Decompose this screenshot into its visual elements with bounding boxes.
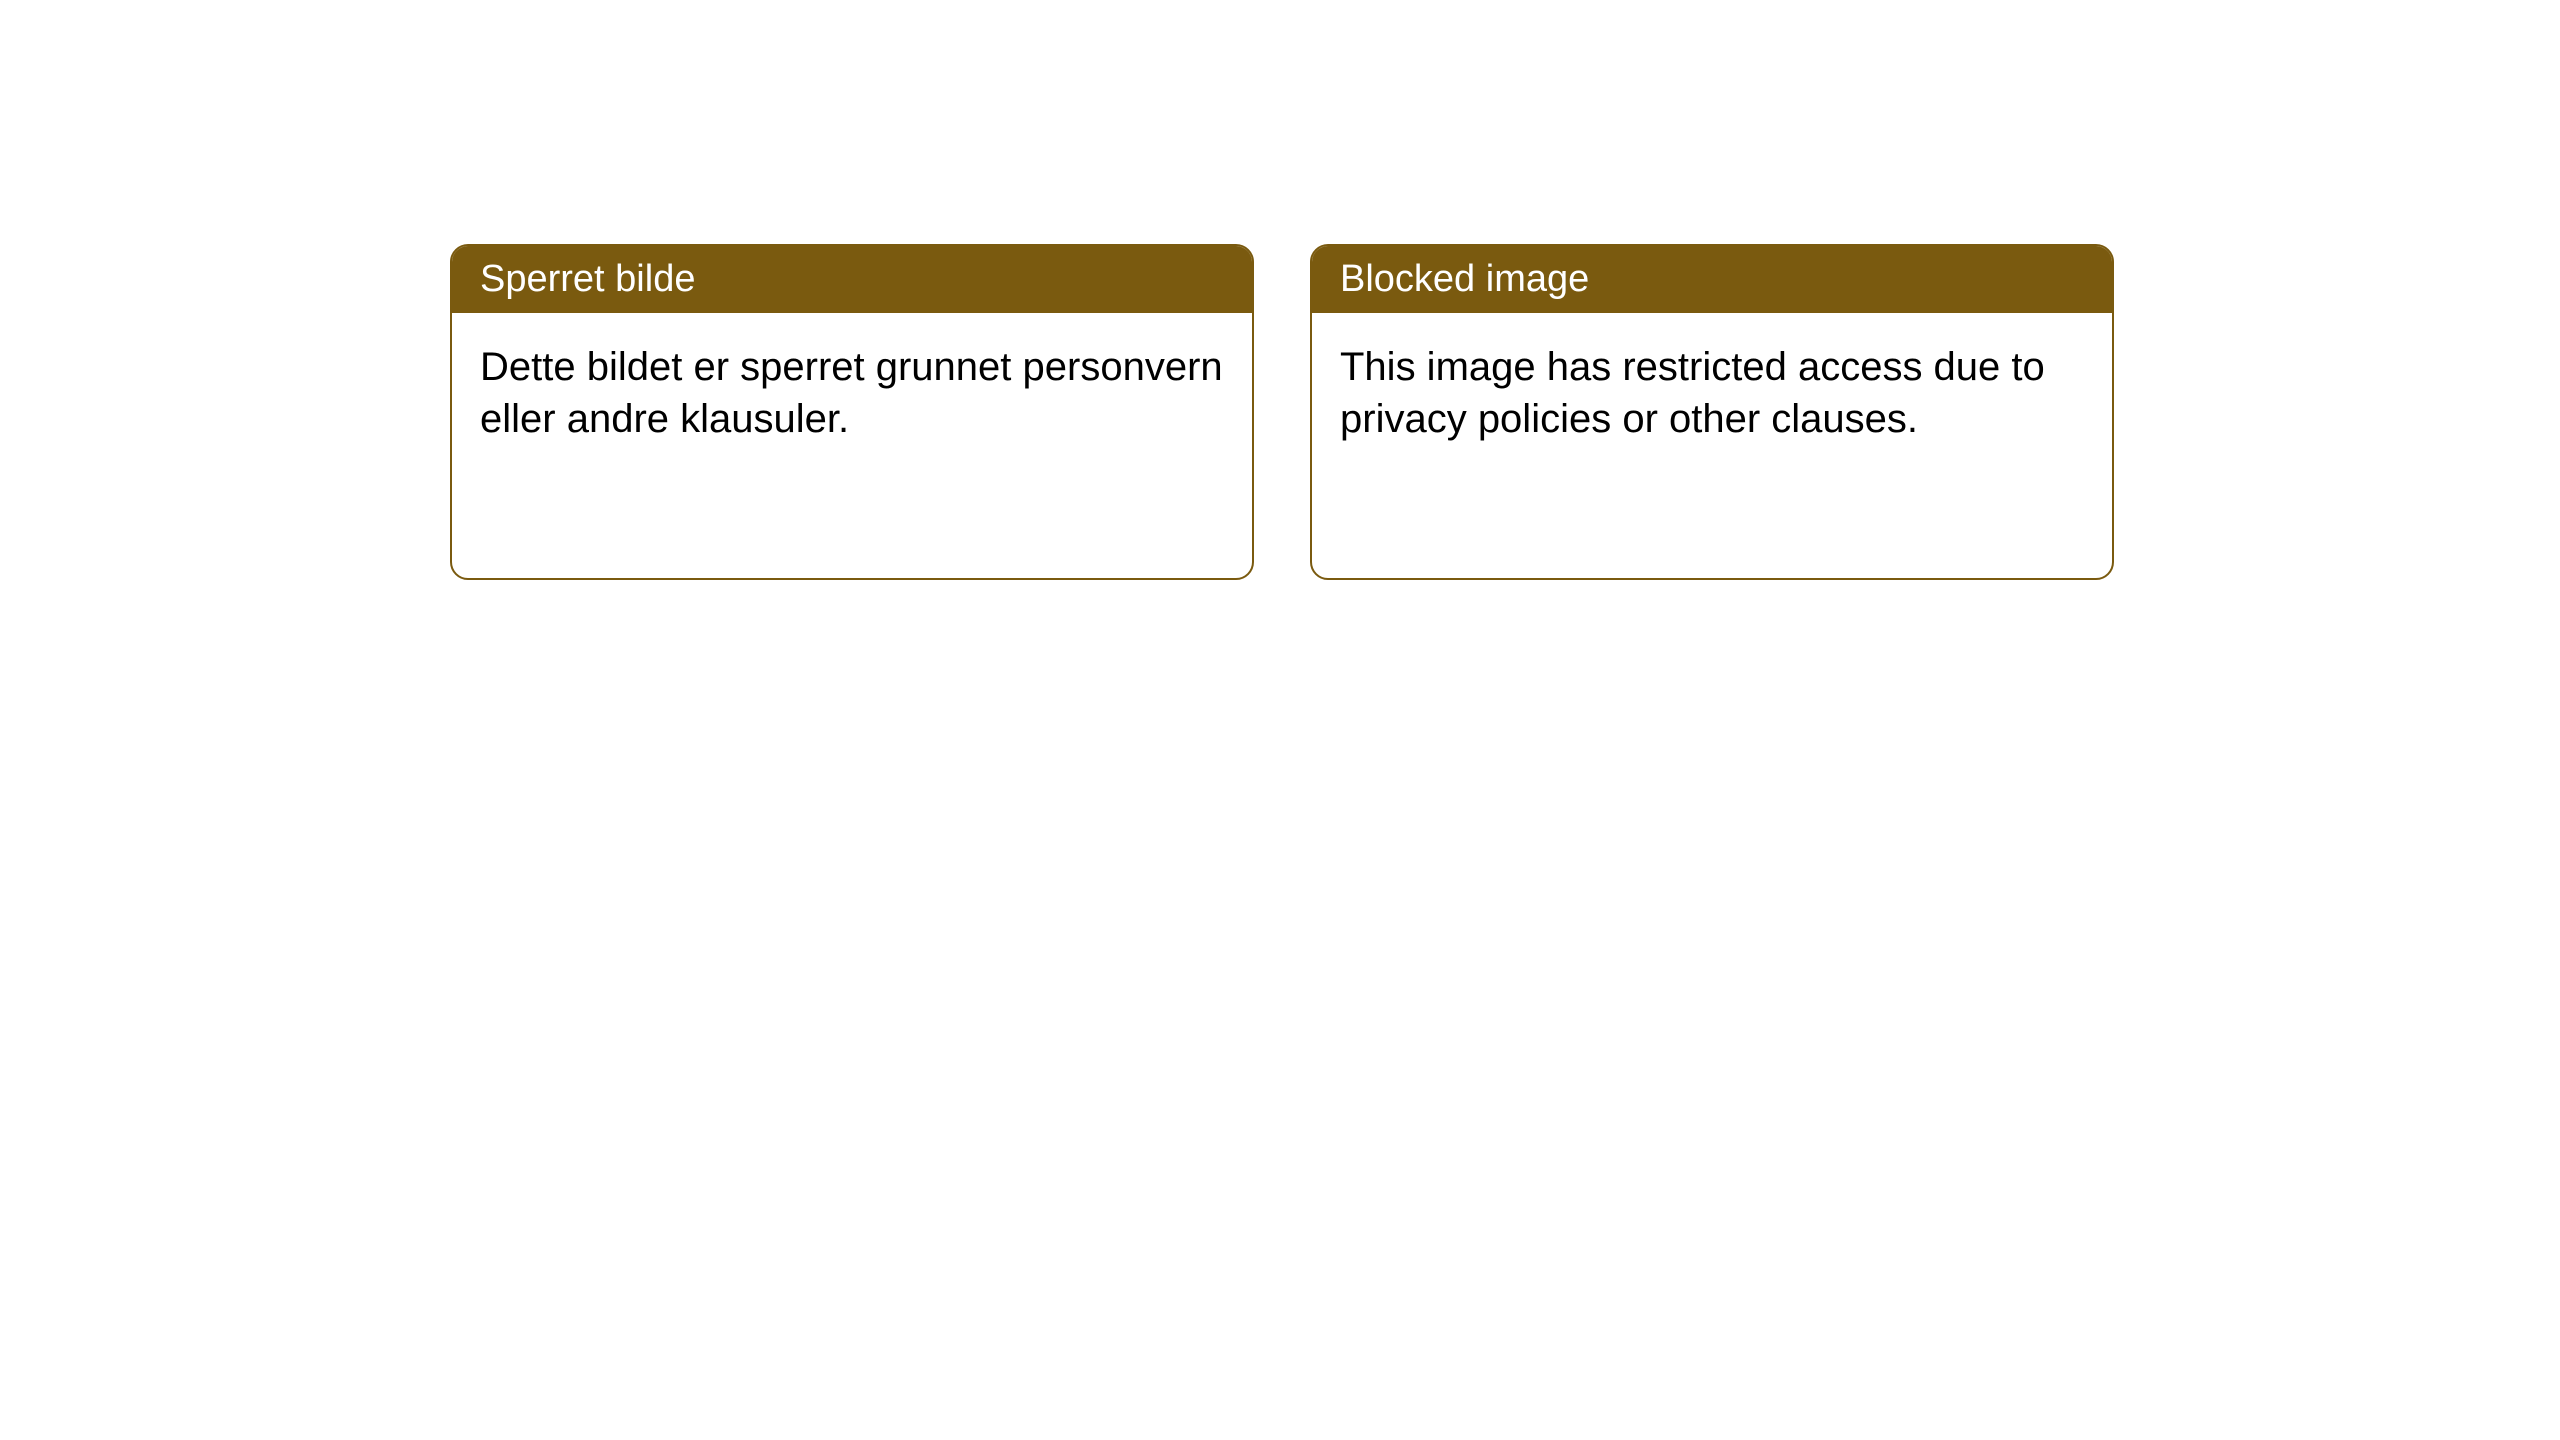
notice-card-norwegian: Sperret bilde Dette bildet er sperret gr… bbox=[450, 244, 1254, 580]
card-body: Dette bildet er sperret grunnet personve… bbox=[452, 313, 1252, 473]
notice-container: Sperret bilde Dette bildet er sperret gr… bbox=[450, 244, 2114, 580]
card-title: Sperret bilde bbox=[480, 258, 695, 300]
card-text: This image has restricted access due to … bbox=[1340, 345, 2045, 441]
card-header: Sperret bilde bbox=[452, 246, 1252, 313]
card-title: Blocked image bbox=[1340, 258, 1589, 300]
notice-card-english: Blocked image This image has restricted … bbox=[1310, 244, 2114, 580]
card-header: Blocked image bbox=[1312, 246, 2112, 313]
card-text: Dette bildet er sperret grunnet personve… bbox=[480, 345, 1223, 441]
card-body: This image has restricted access due to … bbox=[1312, 313, 2112, 473]
